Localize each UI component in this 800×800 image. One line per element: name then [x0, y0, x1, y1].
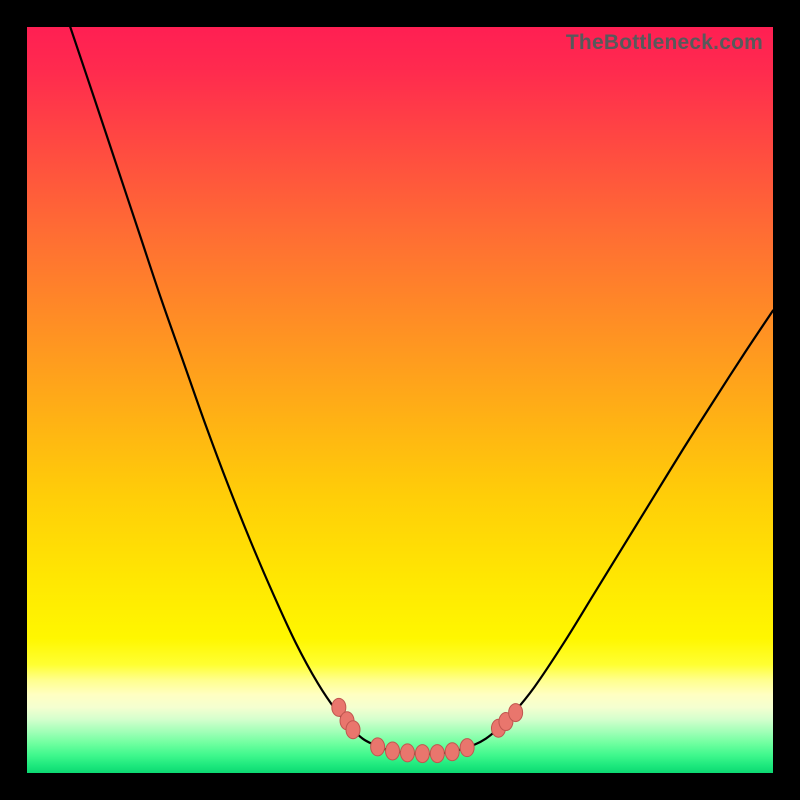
bottleneck-curve-left [70, 27, 430, 754]
trough-marker [430, 745, 444, 763]
trough-marker [460, 739, 474, 757]
plot-area: TheBottleneck.com [27, 27, 773, 773]
trough-markers [332, 698, 523, 762]
trough-marker [400, 744, 414, 762]
trough-marker [346, 721, 360, 739]
chart-frame: TheBottleneck.com [0, 0, 800, 800]
trough-marker [386, 742, 400, 760]
trough-marker [415, 745, 429, 763]
trough-marker [371, 738, 385, 756]
curve-layer [27, 27, 773, 773]
trough-marker [445, 743, 459, 761]
bottleneck-curve-right [430, 310, 773, 753]
trough-marker [509, 704, 523, 722]
